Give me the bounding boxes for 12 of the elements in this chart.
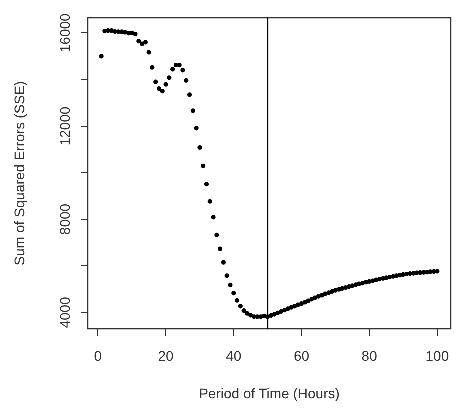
x-tick-label: 80 xyxy=(362,348,378,364)
y-tick-label: 16000 xyxy=(56,13,73,53)
x-tick-label: 20 xyxy=(158,348,174,364)
y-axis-title: Sum of Squared Errors (SSE) xyxy=(11,81,28,266)
x-tick-label: 40 xyxy=(226,348,242,364)
y-tick-label: 4000 xyxy=(56,296,73,328)
y-tick-label: 12000 xyxy=(56,106,73,146)
y-tick-label: 8000 xyxy=(56,204,73,236)
x-tick-label: 100 xyxy=(426,348,450,364)
x-axis-title: Period of Time (Hours) xyxy=(199,385,340,402)
x-tick-label: 0 xyxy=(94,348,102,364)
x-tick-label: 60 xyxy=(294,348,310,364)
